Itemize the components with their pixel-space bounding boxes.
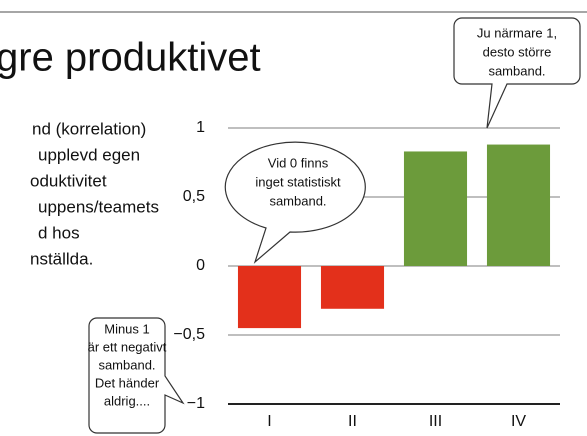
y-tick-label: −1 [187, 395, 205, 412]
x-tick-label: III [429, 413, 442, 430]
callout-text: Minus 1 [104, 321, 150, 336]
callout-text: aldrig.... [104, 393, 150, 408]
bar [486, 144, 551, 266]
bar [237, 266, 302, 329]
body-line: oduktivitet [30, 171, 107, 190]
callout-text: Vid 0 finns [268, 155, 329, 170]
bar [403, 151, 468, 266]
callouts: Ju närmare 1, desto större samband. Vid 0 f… [88, 25, 557, 408]
callout-text: samband. [98, 357, 155, 372]
callout-text: desto större [483, 44, 552, 59]
callout-bubble [224, 141, 366, 264]
body-line: nd (korrelation) [32, 119, 146, 138]
callout-text: inget statistiskt [255, 174, 341, 189]
bar [320, 266, 385, 309]
callout-text: samband. [269, 193, 326, 208]
chart: −1−0,500,51I II III IV [173, 119, 560, 430]
y-tick-label: 1 [196, 119, 205, 136]
body-line: upplevd egen [38, 145, 140, 164]
callout-text: Det händer [95, 375, 160, 390]
x-tick-label: I [267, 413, 271, 430]
body-text: nd (korrelation) upplevd egen oduktivitet u… [30, 119, 159, 268]
body-line: d hos [38, 223, 80, 242]
callout-bubble [88, 317, 185, 434]
callout-text: Ju närmare 1, [477, 25, 557, 40]
y-tick-label: 0,5 [183, 188, 205, 205]
x-tick-label: IV [511, 413, 526, 430]
body-line: uppens/teamets [38, 197, 159, 216]
callout-text: samband. [488, 63, 545, 78]
y-tick-label: −0,5 [173, 326, 205, 343]
callout-bubble [453, 17, 581, 129]
callout-text: är ett negativt [88, 339, 167, 354]
x-tick-label: II [348, 413, 357, 430]
y-tick-label: 0 [196, 257, 205, 274]
body-line: nställda. [30, 249, 93, 268]
slide-title: gre produktivet [0, 36, 261, 80]
